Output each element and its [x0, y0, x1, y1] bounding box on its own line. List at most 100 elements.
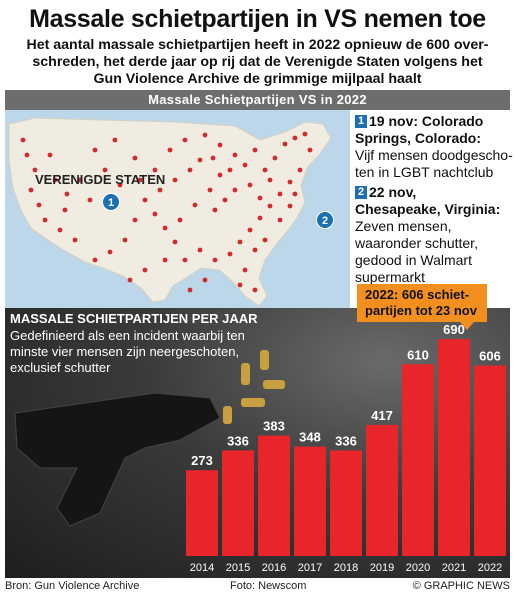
headline: Massale schietpartijen in VS nemen toe: [29, 5, 486, 33]
shooting-dot: [277, 191, 283, 197]
shooting-dot: [252, 247, 258, 253]
shooting-dot: [287, 179, 293, 185]
bar-chart: 273 2014 336 2015 383 2016 348 2017 336 2018 417 20…: [14, 322, 506, 574]
shooting-dot: [177, 217, 183, 223]
callout-pointer: [460, 322, 474, 330]
shooting-dot: [87, 197, 93, 203]
bar-2017: [294, 446, 326, 556]
gun-illustration-icon: [14, 392, 221, 527]
bar-2014: [186, 470, 218, 556]
marker-2-icon: 2: [316, 211, 334, 229]
shooting-dot: [257, 215, 263, 221]
shooting-dot: [28, 187, 34, 193]
event-2-place: Chesapeake, Virginia:: [355, 201, 501, 217]
shooting-dot: [202, 132, 208, 138]
x-tick-label: 2015: [226, 562, 250, 574]
event-2-number: 2: [355, 186, 367, 199]
event-1-desc: Vijf mensen doodgescho-ten in LGBT nacht…: [355, 147, 513, 180]
shooting-dot: [162, 225, 168, 231]
shooting-dot: [57, 227, 63, 233]
shooting-dot: [36, 202, 42, 208]
shooting-dot: [162, 257, 168, 263]
subtitle-line-1: Het aantal massale schietpartijen heeft …: [26, 37, 489, 53]
shooting-dot: [62, 207, 68, 213]
shooting-dot: [172, 177, 178, 183]
shooting-dot: [52, 177, 58, 183]
shooting-dot: [122, 237, 128, 243]
footer: Bron: Gun Violence Archive Foto: Newscom…: [5, 580, 510, 596]
us-landmass: [8, 117, 332, 307]
bar-value-label: 273: [191, 453, 213, 468]
bar-2021: [438, 339, 470, 556]
shooting-dot: [237, 282, 243, 288]
bar-value-label: 336: [335, 433, 357, 448]
x-tick-label: 2017: [298, 562, 322, 574]
shooting-dot: [232, 152, 238, 158]
x-tick-label: 2020: [406, 562, 430, 574]
shooting-dot: [202, 277, 208, 283]
subtitle-line-2: schreden, het derde jaar op rij dat de V…: [32, 54, 483, 70]
bar-value-label: 690: [443, 322, 465, 337]
shooting-dot: [210, 155, 216, 161]
shooting-dots: [20, 131, 313, 293]
shooting-dot: [257, 195, 263, 201]
bullets-icon: [223, 350, 285, 424]
shooting-dot: [277, 217, 283, 223]
shooting-dot: [172, 239, 178, 245]
bar-value-label: 348: [299, 430, 321, 445]
event-1-place: Springs, Colorado:: [355, 130, 481, 146]
event-1-date: 19 nov: Colorado: [369, 113, 484, 129]
event-list: 1 19 nov: Colorado Springs, Colorado: Vi…: [355, 113, 513, 286]
event-2: 2 22 nov, Chesapeake, Virginia: Zeven me…: [355, 184, 513, 286]
shooting-dot: [92, 147, 98, 153]
shooting-dot: [142, 197, 148, 203]
shooting-dot: [307, 147, 313, 153]
chart-panel: 273 2014 336 2015 383 2016 348 2017 336 2018 417 20…: [5, 308, 510, 578]
shooting-dot: [137, 177, 143, 183]
shooting-dot: [77, 177, 83, 183]
shooting-dot: [287, 203, 293, 209]
shooting-dot: [247, 182, 253, 188]
shooting-dot: [182, 137, 188, 143]
shooting-dot: [187, 167, 193, 173]
shooting-dot: [157, 187, 163, 193]
country-label: VERENIGDE STATEN: [35, 172, 166, 187]
shooting-dot: [92, 257, 98, 263]
shooting-dot: [192, 202, 198, 208]
bar-value-label: 610: [407, 347, 429, 362]
x-tick-label: 2018: [334, 562, 358, 574]
graphic-credit: © GRAPHIC NEWS: [412, 580, 510, 592]
shooting-dot: [182, 257, 188, 263]
event-1-number: 1: [355, 115, 367, 128]
shooting-dot: [297, 167, 303, 173]
shooting-dot: [227, 251, 233, 257]
shooting-dot: [207, 187, 213, 193]
shooting-dot: [24, 152, 30, 158]
bar-2016: [258, 435, 290, 556]
shooting-dot: [72, 237, 78, 243]
shooting-dot: [227, 167, 233, 173]
shooting-dot: [217, 172, 223, 178]
shooting-dot: [222, 197, 228, 203]
shooting-dot: [262, 167, 268, 173]
bar-value-label: 383: [263, 419, 285, 434]
shooting-dot: [212, 207, 218, 213]
map-section-title: Massale Schietpartijen VS in 2022: [5, 90, 510, 110]
shooting-dot: [47, 152, 53, 158]
us-map: VERENIGDE STATEN 1 2: [5, 110, 350, 308]
shooting-dot: [197, 157, 203, 163]
shooting-dot: [237, 239, 243, 245]
shooting-dot: [142, 267, 148, 273]
x-tick-label: 2019: [370, 562, 394, 574]
shooting-dot: [232, 187, 238, 193]
shooting-dot: [127, 277, 133, 283]
shooting-dot: [272, 155, 278, 161]
shooting-dot: [292, 191, 298, 197]
subtitle-line-3: Gun Violence Archive de grimmige mijlpaa…: [93, 71, 422, 87]
event-2-desc: Zeven mensen, waaronder schutter, gedood…: [355, 218, 478, 285]
photo-credit: Foto: Newscom: [230, 580, 307, 592]
shooting-dot: [167, 147, 173, 153]
x-tick-label: 2014: [190, 562, 214, 574]
bar-2019: [366, 424, 398, 556]
shooting-dot: [247, 227, 253, 233]
